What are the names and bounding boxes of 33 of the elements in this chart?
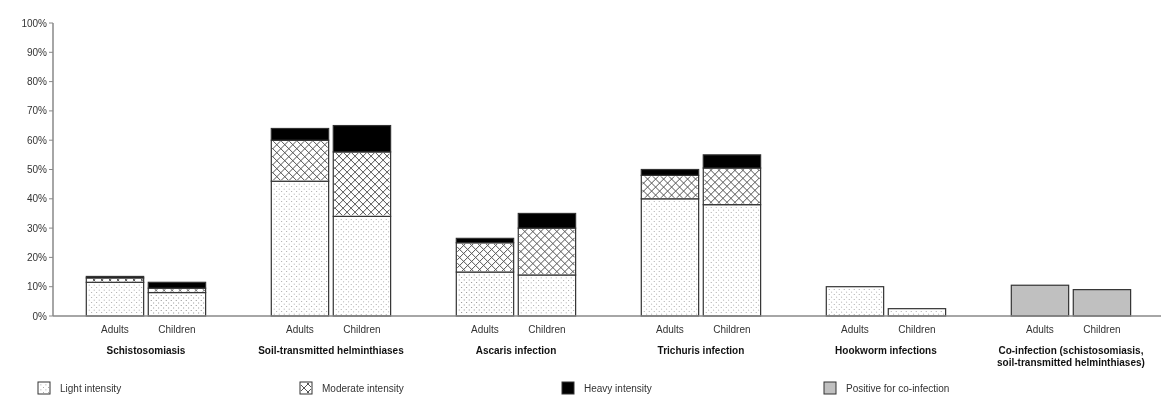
x-tick-label: Children bbox=[1083, 324, 1121, 335]
x-tick-label: Children bbox=[158, 324, 196, 335]
x-tick-label: Adults bbox=[101, 324, 129, 335]
y-tick-label: 10% bbox=[26, 281, 48, 293]
text: Soil-transmitted helminthiases bbox=[258, 345, 405, 356]
text: Hookworm infections bbox=[835, 345, 938, 356]
y-tick-label: 90% bbox=[26, 46, 48, 58]
x-tick-label: Children bbox=[713, 324, 751, 335]
text: Trichuris infection bbox=[657, 345, 745, 356]
x-tick-label: Adults bbox=[471, 324, 499, 335]
y-tick-label: 30% bbox=[26, 222, 48, 234]
y-tick-label: 80% bbox=[26, 76, 48, 88]
y-tick-label: 50% bbox=[26, 164, 48, 175]
x-tick-label: Adults bbox=[1026, 324, 1054, 335]
x-tick-label: Adults bbox=[286, 324, 314, 335]
y-tick-label: 60% bbox=[26, 134, 48, 146]
x-tick-label: Adults bbox=[841, 324, 869, 335]
x-tick-label: Adults bbox=[656, 324, 684, 335]
y-tick-label: 100% bbox=[21, 17, 48, 29]
legend-label: Moderate intensity bbox=[322, 382, 404, 394]
y-tick-label: 70% bbox=[26, 105, 48, 117]
legend-label: Light intensity bbox=[60, 382, 122, 394]
x-tick-label: Children bbox=[898, 324, 936, 335]
x-tick-label: Children bbox=[343, 324, 381, 335]
x-tick-label: Children bbox=[528, 324, 566, 335]
y-tick-label: 40% bbox=[26, 193, 48, 205]
text: Co-infection (schistosomiasis, soil-transmitted helminthiases) bbox=[997, 345, 1145, 368]
y-tick-label: 20% bbox=[26, 251, 48, 263]
text: Ascaris infection bbox=[475, 345, 557, 356]
legend-label: Positive for co-infection bbox=[846, 382, 950, 394]
y-tick-label: 0% bbox=[32, 310, 48, 322]
text: Schistosomiasis bbox=[106, 345, 186, 356]
legend-label: Heavy intensity bbox=[584, 382, 652, 394]
